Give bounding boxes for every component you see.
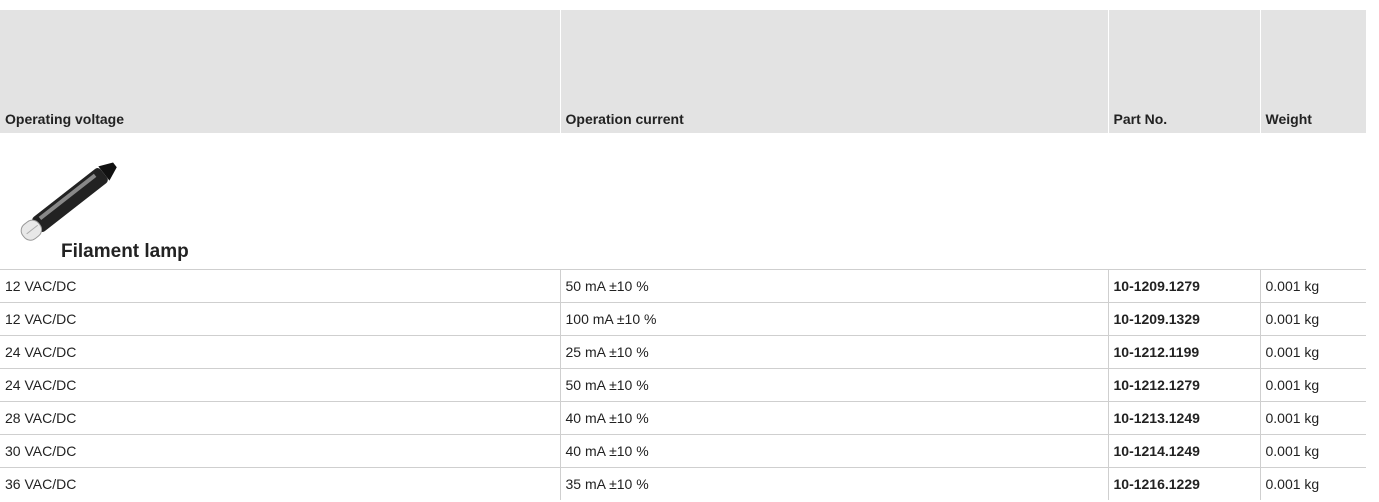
cell: 10-1214.1249 xyxy=(1108,434,1260,467)
cell: 40 mA ±10 % xyxy=(560,434,1108,467)
cell: 35 mA ±10 % xyxy=(560,467,1108,500)
header-cell: Operating voltage xyxy=(0,10,560,133)
cell: 50 mA ±10 % xyxy=(560,368,1108,401)
cell: 30 VAC/DC xyxy=(0,434,560,467)
cell: 10-1212.1199 xyxy=(1108,335,1260,368)
cell: 10-1209.1279 xyxy=(1108,269,1260,302)
cell: 25 mA ±10 % xyxy=(560,335,1108,368)
cell: 12 VAC/DC xyxy=(0,302,560,335)
cell: 0.001 kg xyxy=(1260,401,1366,434)
cell: 0.001 kg xyxy=(1260,467,1366,500)
page: {"table": {"header": ["Operating voltage… xyxy=(0,0,1379,502)
section-title: Filament lamp xyxy=(61,241,189,263)
cell: 0.001 kg xyxy=(1260,434,1366,467)
header-cell: Weight xyxy=(1260,10,1366,133)
section-row: Filament lamp xyxy=(0,133,1366,269)
cell: 12 VAC/DC xyxy=(0,269,560,302)
cell: 36 VAC/DC xyxy=(0,467,560,500)
cell: 24 VAC/DC xyxy=(0,368,560,401)
cell: 10-1213.1249 xyxy=(1108,401,1260,434)
cell: 50 mA ±10 % xyxy=(560,269,1108,302)
header-cell: Operation current xyxy=(560,10,1108,133)
cell: 10-1212.1279 xyxy=(1108,368,1260,401)
cell: 40 mA ±10 % xyxy=(560,401,1108,434)
section-cell: Filament lamp xyxy=(0,133,1366,269)
cell: 100 mA ±10 % xyxy=(560,302,1108,335)
cell: 0.001 kg xyxy=(1260,269,1366,302)
lamp-image xyxy=(5,155,135,245)
cell: 10-1209.1329 xyxy=(1108,302,1260,335)
cell: 28 VAC/DC xyxy=(0,401,560,434)
cell: 24 VAC/DC xyxy=(0,335,560,368)
cell: 0.001 kg xyxy=(1260,368,1366,401)
header-cell: Part No. xyxy=(1108,10,1260,133)
cell: 0.001 kg xyxy=(1260,335,1366,368)
cell: 0.001 kg xyxy=(1260,302,1366,335)
cell: 10-1216.1229 xyxy=(1108,467,1260,500)
